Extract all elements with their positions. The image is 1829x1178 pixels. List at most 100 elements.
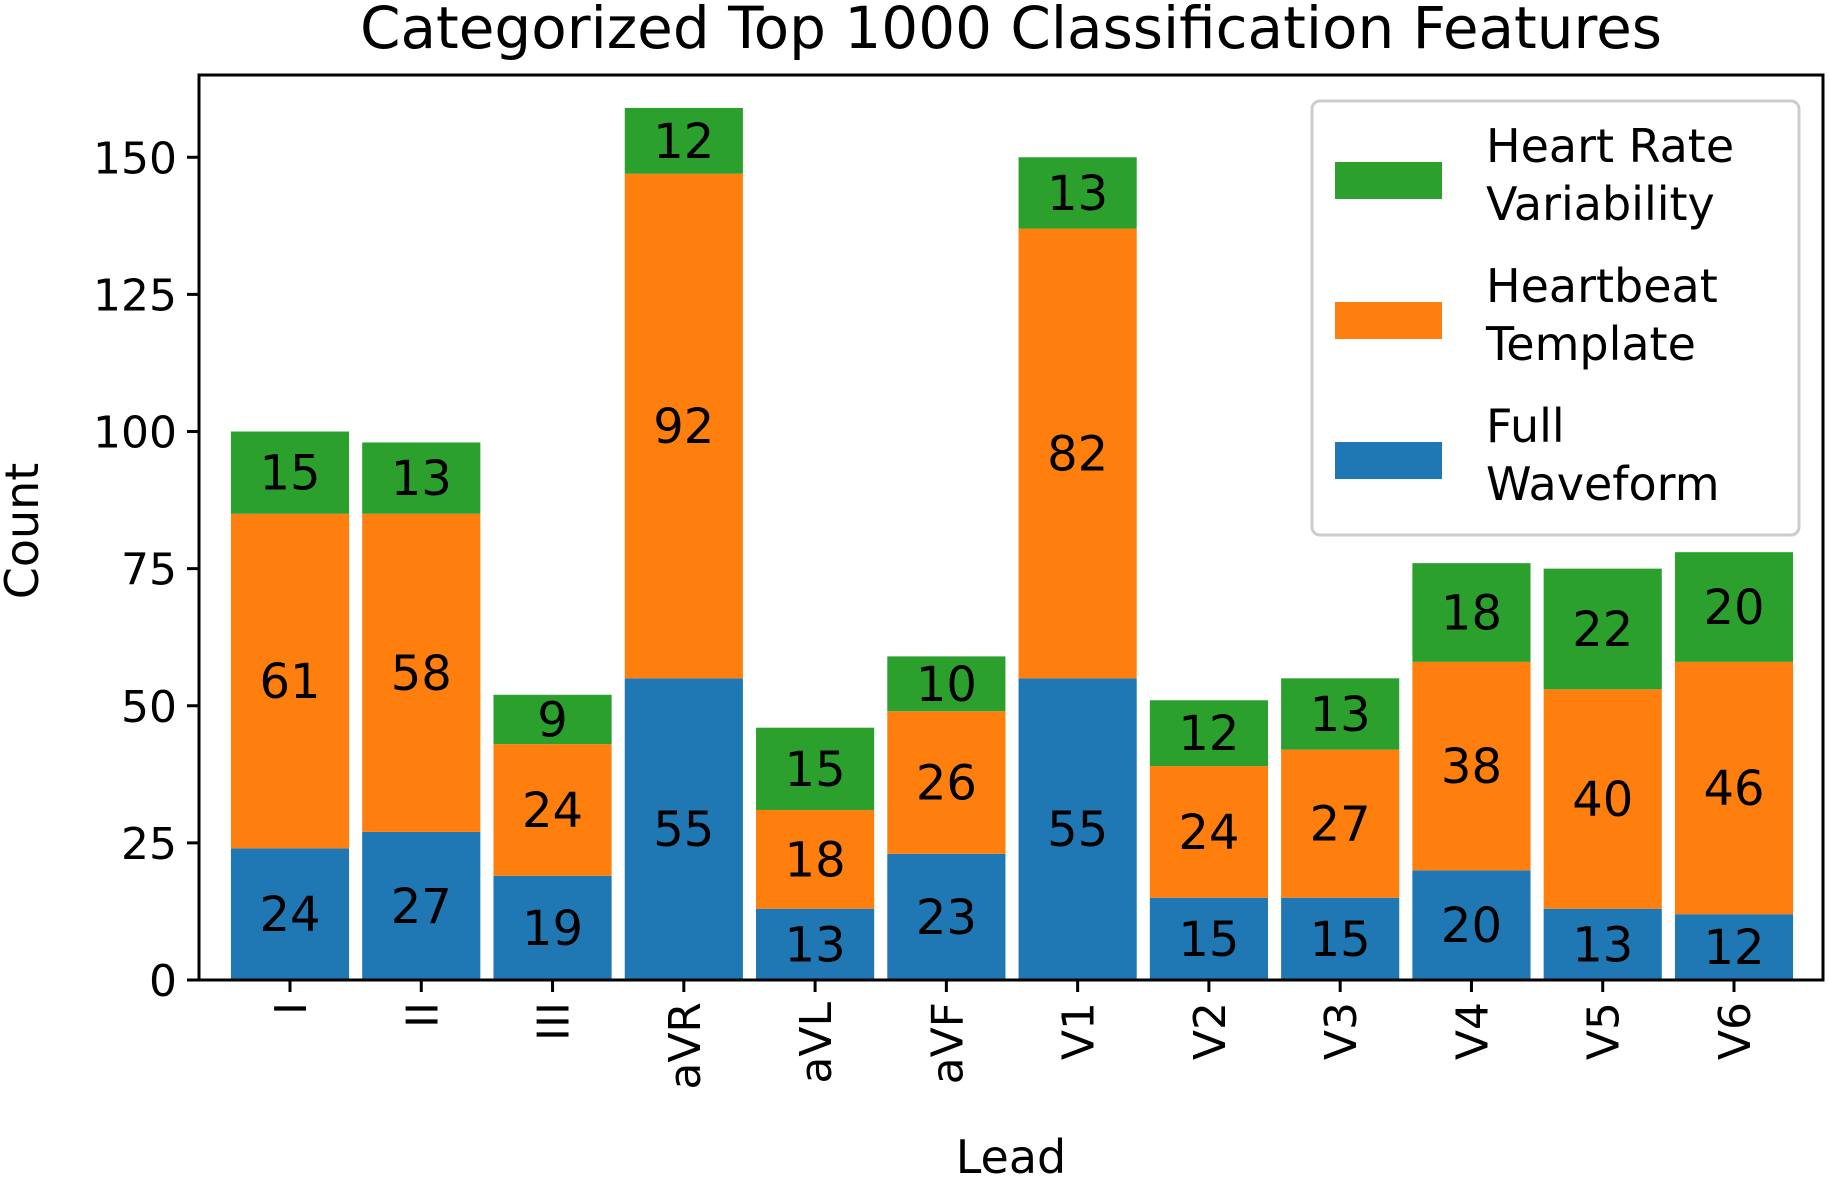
bar-full-waveform-aVL bbox=[756, 908, 875, 980]
x-tick-label-III: III bbox=[529, 1002, 580, 1041]
bar-label-heart-rate-variability-V5: 22 bbox=[1572, 602, 1633, 658]
bars-group bbox=[230, 107, 1794, 980]
bar-label-heartbeat-template-aVL: 18 bbox=[785, 832, 846, 888]
bar-label-heart-rate-variability-V3: 13 bbox=[1310, 687, 1371, 743]
y-tick-label-100: 100 bbox=[93, 408, 177, 459]
bar-label-full-waveform-V4: 20 bbox=[1441, 898, 1502, 954]
bar-heartbeat-template-V2 bbox=[1149, 766, 1268, 898]
bar-full-waveform-V3 bbox=[1281, 897, 1400, 980]
y-tick-label-125: 125 bbox=[93, 270, 177, 321]
bar-label-heart-rate-variability-V1: 13 bbox=[1047, 166, 1108, 222]
bar-label-full-waveform-V1: 55 bbox=[1047, 802, 1108, 858]
legend-label-heartbeat-template-line-1: Heartbeat bbox=[1486, 259, 1718, 313]
bar-label-heartbeat-template-V2: 24 bbox=[1178, 805, 1239, 861]
bar-heartbeat-template-aVL bbox=[756, 809, 875, 909]
y-axis-label: Count bbox=[0, 463, 49, 600]
bar-full-waveform-V2 bbox=[1149, 897, 1268, 980]
bar-heart-rate-variability-V2 bbox=[1149, 700, 1268, 767]
bar-heartbeat-template-aVF bbox=[887, 711, 1006, 854]
bar-label-heart-rate-variability-aVR: 12 bbox=[653, 114, 714, 170]
bar-label-heart-rate-variability-aVF: 10 bbox=[916, 657, 977, 713]
bar-heartbeat-template-aVR bbox=[624, 173, 743, 679]
plot-frame bbox=[197, 73, 1825, 982]
bar-label-heart-rate-variability-III: 9 bbox=[537, 692, 568, 748]
bar-label-heart-rate-variability-aVL: 15 bbox=[785, 742, 846, 798]
bar-label-heart-rate-variability-V2: 12 bbox=[1178, 706, 1239, 762]
bar-label-full-waveform-V5: 13 bbox=[1572, 917, 1633, 973]
y-tick-label-50: 50 bbox=[121, 682, 177, 733]
y-tick-label-75: 75 bbox=[121, 545, 177, 596]
bar-full-waveform-III bbox=[493, 875, 612, 980]
x-tick-label-V5: V5 bbox=[1579, 1002, 1630, 1060]
bar-full-waveform-V5 bbox=[1543, 908, 1662, 980]
bar-label-full-waveform-III: 19 bbox=[522, 901, 583, 957]
bar-heart-rate-variability-aVL bbox=[756, 727, 875, 810]
bar-label-heartbeat-template-V3: 27 bbox=[1310, 797, 1371, 853]
x-tick-label-V2: V2 bbox=[1185, 1002, 1236, 1060]
bar-heart-rate-variability-V3 bbox=[1281, 678, 1400, 750]
bar-heartbeat-template-V6 bbox=[1674, 661, 1794, 915]
x-tick-label-V6: V6 bbox=[1710, 1002, 1761, 1060]
bar-heartbeat-template-V3 bbox=[1281, 749, 1400, 898]
bar-full-waveform-aVF bbox=[887, 853, 1006, 980]
bar-heart-rate-variability-III bbox=[493, 694, 612, 745]
y-tick-label-25: 25 bbox=[121, 819, 177, 870]
bar-label-full-waveform-aVF: 23 bbox=[916, 890, 977, 946]
bar-heart-rate-variability-V6 bbox=[1674, 552, 1794, 662]
x-tick-label-V1: V1 bbox=[1054, 1002, 1105, 1060]
bar-heart-rate-variability-II bbox=[362, 442, 481, 514]
bar-full-waveform-V6 bbox=[1674, 914, 1794, 980]
legend-label-full-waveform-line-1: Full bbox=[1486, 399, 1565, 453]
x-axis-label: Lead bbox=[956, 1130, 1067, 1178]
bar-label-full-waveform-I: 24 bbox=[259, 887, 320, 943]
bar-label-full-waveform-V2: 15 bbox=[1178, 912, 1239, 968]
bar-heartbeat-template-V4 bbox=[1412, 661, 1531, 871]
x-tick-label-aVL: aVL bbox=[791, 1002, 842, 1084]
bar-label-heartbeat-template-V6: 46 bbox=[1703, 761, 1764, 817]
bar-heartbeat-template-V5 bbox=[1543, 689, 1662, 909]
bar-label-full-waveform-aVL: 13 bbox=[785, 917, 846, 973]
bar-heart-rate-variability-aVF bbox=[887, 656, 1006, 712]
y-tick-label-0: 0 bbox=[149, 956, 177, 1007]
bar-label-heartbeat-template-III: 24 bbox=[522, 783, 583, 839]
bar-full-waveform-II bbox=[362, 831, 481, 980]
bar-labels-group: 24 61 15 27 58 13 19 24 9 55 92 12 13 18 15 23 26 10 55 82 1… bbox=[259, 114, 1764, 976]
bar-label-full-waveform-V3: 15 bbox=[1310, 912, 1371, 968]
chart-title: Categorized Top 1000 Classification Feat… bbox=[360, 0, 1662, 62]
bar-full-waveform-V4 bbox=[1412, 870, 1531, 980]
legend-label-heartbeat-template-line-2: Template bbox=[1485, 317, 1696, 371]
bar-label-heartbeat-template-aVR: 92 bbox=[653, 399, 714, 455]
bar-label-heartbeat-template-V5: 40 bbox=[1572, 772, 1633, 828]
x-tick-label-II: II bbox=[397, 1002, 448, 1028]
bar-label-heartbeat-template-I: 61 bbox=[259, 654, 320, 710]
x-tick-label-I: I bbox=[266, 1002, 317, 1015]
bar-heart-rate-variability-I bbox=[230, 431, 350, 514]
y-axis-ticks: 0 25 50 75 100 125 150 bbox=[93, 133, 199, 1007]
bar-heartbeat-template-I bbox=[230, 513, 350, 849]
x-tick-label-V4: V4 bbox=[1447, 1002, 1498, 1060]
bar-label-full-waveform-aVR: 55 bbox=[653, 802, 714, 858]
bar-full-waveform-aVR bbox=[624, 678, 743, 980]
legend-label-heart-rate-variability-line-1: Heart Rate bbox=[1486, 119, 1734, 173]
bar-label-heartbeat-template-aVF: 26 bbox=[916, 756, 977, 812]
bar-heart-rate-variability-V5 bbox=[1543, 568, 1662, 690]
bar-heartbeat-template-V1 bbox=[1018, 228, 1137, 679]
legend-swatch-full-waveform bbox=[1335, 442, 1442, 479]
legend-label-full-waveform-line-2: Waveform bbox=[1486, 457, 1720, 511]
legend-swatch-heartbeat-template bbox=[1335, 302, 1442, 339]
legend-box bbox=[1310, 99, 1801, 537]
legend-swatch-heart-rate-variability bbox=[1335, 162, 1442, 199]
bar-full-waveform-I bbox=[230, 848, 350, 980]
bar-full-waveform-V1 bbox=[1018, 678, 1137, 980]
bar-label-full-waveform-II: 27 bbox=[391, 879, 452, 935]
bar-heart-rate-variability-V4 bbox=[1412, 563, 1531, 662]
bar-label-heart-rate-variability-I: 15 bbox=[259, 446, 320, 502]
bar-label-heartbeat-template-V4: 38 bbox=[1441, 739, 1502, 795]
bar-label-heart-rate-variability-II: 13 bbox=[391, 451, 452, 507]
bar-label-heart-rate-variability-V4: 18 bbox=[1441, 586, 1502, 642]
bar-label-heart-rate-variability-V6: 20 bbox=[1703, 580, 1764, 636]
bar-heart-rate-variability-aVR bbox=[624, 107, 743, 174]
